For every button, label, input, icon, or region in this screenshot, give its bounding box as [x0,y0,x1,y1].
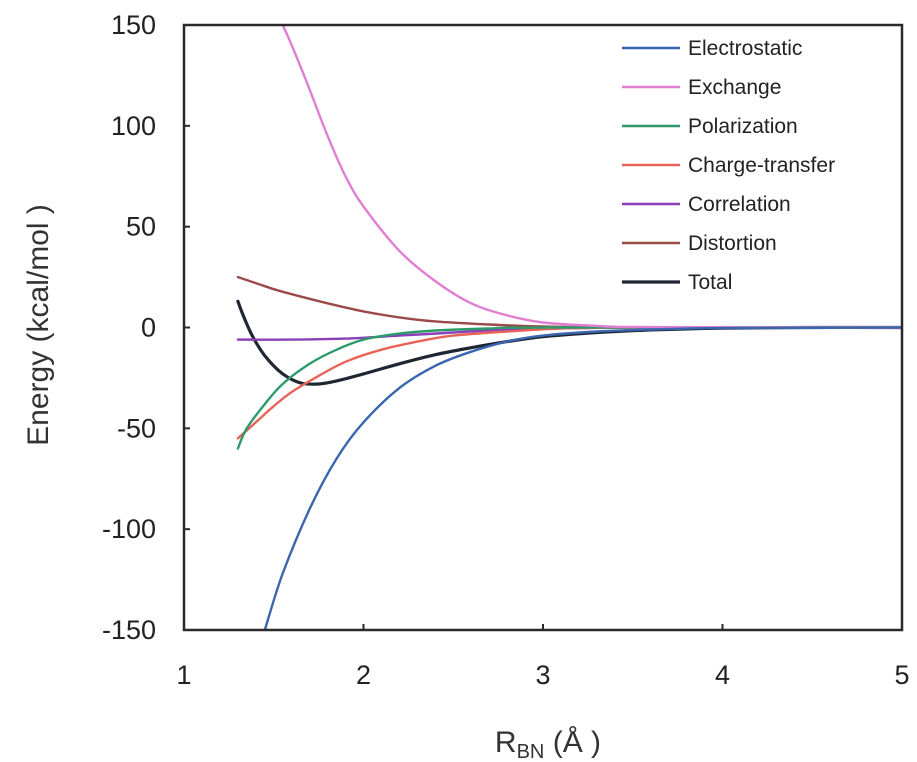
series-line-distortion [236,275,902,329]
legend-label-polarization: Polarization [688,115,798,138]
x-axis-ticks: 1 2 3 4 5 [176,624,910,690]
legend-label-correlation: Correlation [688,193,791,216]
x-axis-title: RBN (Å ) [495,726,601,762]
plot-frame [182,23,904,632]
series-line-charge-transfer [236,326,902,440]
x-tick-label: 1 [176,660,191,690]
y-tick-label: 50 [126,212,156,242]
y-tick-label: -150 [102,615,156,645]
x-tick-label: 5 [894,660,909,690]
y-tick-label: 0 [141,313,156,343]
series-line-exchange [281,25,902,329]
y-axis-ticks: 150 100 50 0 -50 -100 -150 [102,10,190,645]
legend-label-electrostatic: Electrostatic [688,37,802,60]
legend-label-distortion: Distortion [688,232,777,255]
legend-label-total: Total [688,271,732,294]
series-line-polarization [236,326,902,450]
legend: Electrostatic Exchange Polarization Charge-… [622,37,835,294]
x-axis-title-main: R [495,726,517,759]
y-tick-label: 100 [111,111,156,141]
x-axis-title-unit: (Å ) [544,726,601,759]
x-tick-label: 4 [715,660,730,690]
x-tick-label: 3 [535,660,550,690]
x-tick-label: 2 [356,660,371,690]
y-tick-label: 150 [111,10,156,40]
x-axis-title-subscript: BN [517,741,545,762]
legend-label-charge-transfer: Charge-transfer [688,154,835,177]
legend-label-exchange: Exchange [688,76,781,99]
y-axis-title: Energy (kcal/mol ) [22,204,55,446]
y-tick-label: -100 [102,514,156,544]
series-lines [236,25,902,630]
y-tick-label: -50 [117,413,156,443]
series-line-total [236,299,902,386]
series-line-electrostatic [263,326,902,630]
